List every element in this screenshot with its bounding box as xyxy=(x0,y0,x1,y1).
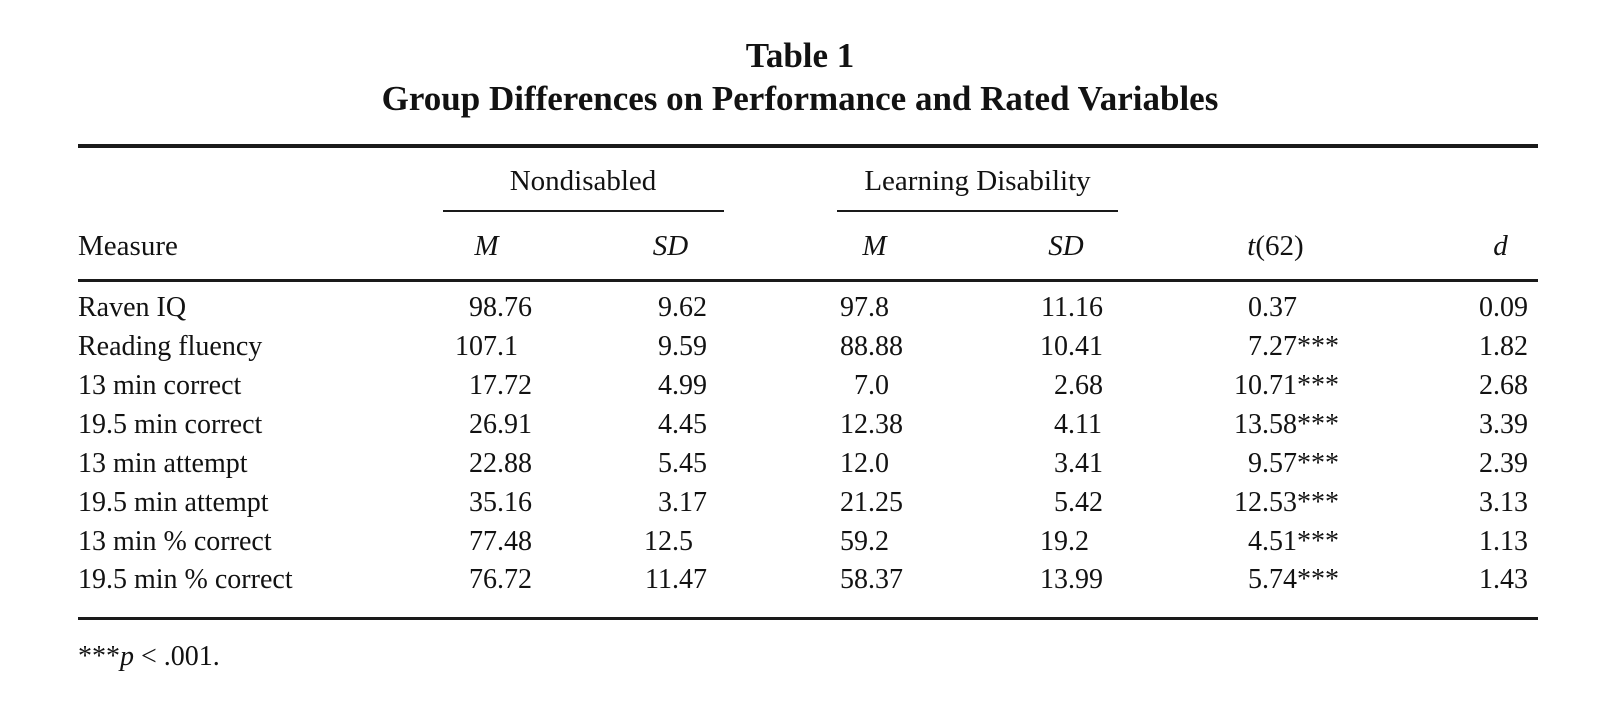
t-cell: 0.37 xyxy=(1248,292,1297,324)
t-df: (62) xyxy=(1255,229,1304,262)
table-row: Reading fluency 107.1 9.59 88.88 10.41 7… xyxy=(78,327,1538,366)
d-cell: 2.39 xyxy=(1479,447,1528,479)
ld-sd-cell: 2.68 xyxy=(1054,369,1103,401)
ld-sd-cell: 10.41 xyxy=(1040,330,1103,362)
column-group-nondisabled: Nondisabled xyxy=(408,146,758,220)
nd-sd-cell: 3.17 xyxy=(658,486,707,518)
nd-mean-cell: 107.1 xyxy=(455,330,518,362)
header-nondisabled-mean: M xyxy=(408,220,583,282)
footnote-text: < .001. xyxy=(134,640,220,672)
t-cell: 5.74*** xyxy=(1248,563,1339,595)
ld-mean-cell: 12.0 xyxy=(840,447,889,479)
nd-mean-cell: 76.72 xyxy=(469,563,532,595)
p-symbol: p xyxy=(120,640,134,672)
d-cell: 1.82 xyxy=(1479,330,1528,362)
measure-cell: 13 min attempt xyxy=(78,447,248,479)
table-row: 13 min correct 17.72 4.99 7.0 2.68 10.71… xyxy=(78,366,1538,405)
t-cell: 12.53*** xyxy=(1234,486,1339,518)
column-header-row: Measure M SD M SD t(62) d xyxy=(78,220,1538,282)
results-table: Nondisabled Learning Disability Measure … xyxy=(78,144,1538,620)
t-cell: 13.58*** xyxy=(1234,408,1339,440)
ld-mean-cell: 88.88 xyxy=(840,330,903,362)
ld-mean-cell: 58.37 xyxy=(840,563,903,595)
nd-mean-cell: 17.72 xyxy=(469,369,532,401)
table-row: 13 min % correct 77.48 12.5 59.2 19.2 4.… xyxy=(78,522,1538,561)
nd-sd-cell: 4.45 xyxy=(658,408,707,440)
spanner-rule xyxy=(442,210,724,212)
significance-stars: *** xyxy=(78,640,120,672)
t-cell: 10.71*** xyxy=(1234,369,1339,401)
d-cell: 0.09 xyxy=(1479,292,1528,324)
nd-mean-cell: 22.88 xyxy=(469,447,532,479)
column-group-learning-disability: Learning Disability xyxy=(758,146,1143,220)
table-row: Raven IQ 98.76 9.62 97.8 11.16 0.37 0.09 xyxy=(78,280,1538,327)
measure-cell: Reading fluency xyxy=(78,330,263,362)
measure-cell: 19.5 min correct xyxy=(78,408,263,440)
ld-sd-cell: 13.99 xyxy=(1040,563,1103,595)
nd-sd-cell: 5.45 xyxy=(658,447,707,479)
header-nondisabled-sd: SD xyxy=(583,220,758,282)
d-cell: 2.68 xyxy=(1479,369,1528,401)
ld-sd-cell: 3.41 xyxy=(1054,447,1103,479)
column-group-label: Nondisabled xyxy=(509,165,657,197)
d-cell: 3.13 xyxy=(1479,486,1528,518)
header-measure: Measure xyxy=(78,220,408,282)
d-cell: 1.43 xyxy=(1479,563,1528,595)
empty-spanner-cell xyxy=(1353,146,1538,220)
column-group-row: Nondisabled Learning Disability xyxy=(78,146,1538,220)
table-footnote: ***p < .001. xyxy=(78,640,1600,674)
ld-sd-cell: 19.2 xyxy=(1040,525,1089,557)
table-caption: Table 1 Group Differences on Performance… xyxy=(0,0,1600,122)
nd-sd-cell: 4.99 xyxy=(658,369,707,401)
table-title: Group Differences on Performance and Rat… xyxy=(381,79,1219,118)
nd-sd-cell: 12.5 xyxy=(644,525,693,557)
ld-sd-cell: 5.42 xyxy=(1054,486,1103,518)
measure-cell: 13 min % correct xyxy=(78,525,272,557)
table-label: Table 1 xyxy=(745,36,855,75)
ld-mean-cell: 97.8 xyxy=(840,292,889,324)
ld-mean-cell: 12.38 xyxy=(840,408,903,440)
empty-spanner-cell xyxy=(1143,146,1353,220)
t-cell: 9.57*** xyxy=(1248,447,1339,479)
t-cell: 7.27*** xyxy=(1248,330,1339,362)
measure-cell: 19.5 min attempt xyxy=(78,486,269,518)
nd-mean-cell: 26.91 xyxy=(469,408,532,440)
nd-mean-cell: 35.16 xyxy=(469,486,532,518)
header-effect-size: d xyxy=(1353,220,1538,282)
table-row: 19.5 min correct 26.91 4.45 12.38 4.11 1… xyxy=(78,405,1538,444)
nd-mean-cell: 77.48 xyxy=(469,525,532,557)
measure-cell: 13 min correct xyxy=(78,369,242,401)
measure-cell: 19.5 min % correct xyxy=(78,563,293,595)
column-group-label: Learning Disability xyxy=(864,165,1091,197)
header-ld-sd: SD xyxy=(943,220,1143,282)
ld-sd-cell: 4.11 xyxy=(1054,408,1102,440)
table-row: 13 min attempt 22.88 5.45 12.0 3.41 9.57… xyxy=(78,444,1538,483)
d-cell: 1.13 xyxy=(1479,525,1528,557)
nd-sd-cell: 11.47 xyxy=(645,563,707,595)
nd-mean-cell: 98.76 xyxy=(469,292,532,324)
nd-sd-cell: 9.59 xyxy=(658,330,707,362)
t-symbol: t xyxy=(1247,229,1256,262)
ld-mean-cell: 7.0 xyxy=(854,369,889,401)
measure-cell: Raven IQ xyxy=(78,292,187,324)
table-row: 19.5 min % correct 76.72 11.47 58.37 13.… xyxy=(78,561,1538,618)
spanner-rule xyxy=(837,210,1118,212)
ld-sd-cell: 11.16 xyxy=(1041,292,1103,324)
t-cell: 4.51*** xyxy=(1248,525,1339,557)
ld-mean-cell: 21.25 xyxy=(840,486,903,518)
header-ld-mean: M xyxy=(758,220,943,282)
d-cell: 3.39 xyxy=(1479,408,1528,440)
table-row: 19.5 min attempt 35.16 3.17 21.25 5.42 1… xyxy=(78,483,1538,522)
empty-spanner-cell xyxy=(78,146,408,220)
ld-mean-cell: 59.2 xyxy=(840,525,889,557)
header-t-statistic: t(62) xyxy=(1143,220,1353,282)
nd-sd-cell: 9.62 xyxy=(658,292,707,324)
